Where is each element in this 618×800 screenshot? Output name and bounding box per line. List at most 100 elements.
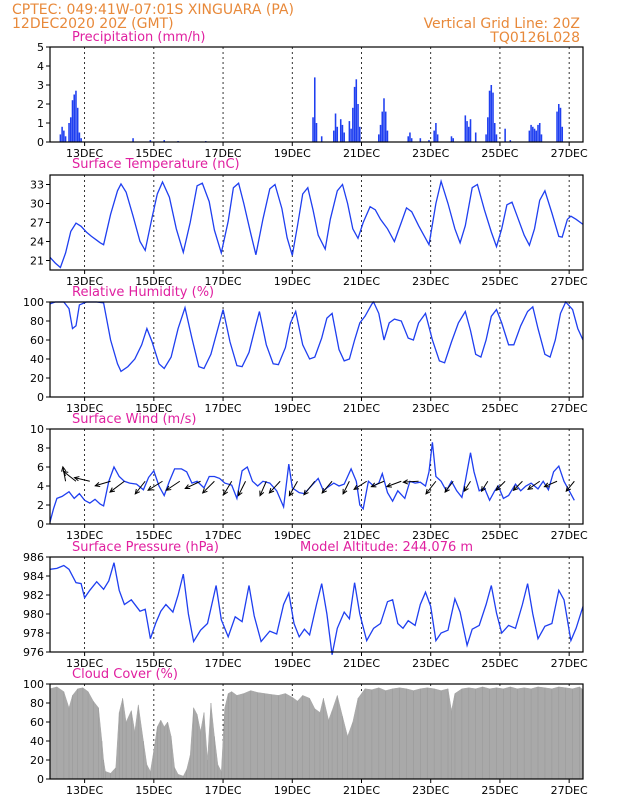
cloud-frame	[49, 683, 584, 780]
precip-bar	[68, 123, 70, 142]
wind-arrow	[109, 480, 125, 493]
precip-bar	[559, 107, 562, 142]
precip-bar	[436, 134, 439, 142]
precip-bar	[343, 132, 345, 142]
pres-ytick-label: 980	[23, 608, 44, 621]
precip-bar	[538, 123, 541, 142]
precip-xtick-label: 19DEC	[274, 147, 311, 160]
wind-arrow	[527, 480, 541, 491]
precip-bar	[78, 132, 81, 142]
cloud-ytick-label: 0	[37, 773, 44, 786]
pres-series-line	[49, 562, 584, 655]
precip-bar	[357, 104, 359, 142]
cloud-cover-area	[49, 686, 584, 780]
wind-arrow	[543, 480, 558, 488]
precip-bar	[468, 126, 470, 142]
pres-xtick-label: 27DEC	[551, 657, 588, 670]
rh-xtick-label: 23DEC	[412, 402, 449, 415]
precip-ytick-label: 5	[37, 41, 44, 54]
precip-bar	[163, 140, 165, 142]
temp-xtick-label: 25DEC	[481, 275, 518, 288]
precip-bar	[533, 128, 536, 142]
wind-arrow	[444, 480, 454, 493]
precip-bar	[80, 138, 82, 142]
temp-ytick-label: 24	[30, 236, 44, 249]
wind-ytick-label: 0	[37, 518, 44, 531]
precip-bar	[358, 126, 361, 142]
wind-series-line	[49, 442, 575, 523]
pres-xtick-label: 17DEC	[204, 657, 241, 670]
precip-bar	[464, 115, 467, 142]
precip-bar	[378, 134, 380, 142]
cloud-xtick-label: 23DEC	[412, 784, 449, 797]
precip-bar	[353, 86, 356, 142]
rh-xtick-label: 27DEC	[551, 402, 588, 415]
precip-bar	[428, 140, 430, 142]
precip-ytick-label: 3	[37, 79, 44, 92]
precip-bar	[386, 130, 389, 142]
wind-arrow	[288, 481, 298, 497]
precip-bar	[435, 123, 437, 142]
precip-bar	[383, 98, 385, 142]
precip-xtick-label: 27DEC	[551, 147, 588, 160]
wind-arrow	[321, 480, 333, 494]
temp-ytick-label: 27	[30, 217, 44, 230]
precip-bar	[313, 77, 316, 142]
pres-xtick-label: 13DEC	[66, 657, 103, 670]
cloud-xtick-label: 27DEC	[551, 784, 588, 797]
precip-bar	[485, 134, 487, 142]
header-datetime: 12DEC2020 20Z (GMT)	[12, 16, 174, 32]
cloud-ytick-label: 40	[30, 735, 44, 748]
temp-ytick-label: 30	[30, 198, 44, 211]
pres-title: Surface Pressure (hPa)	[72, 540, 219, 555]
wind-xtick-label: 21DEC	[343, 529, 380, 542]
cloud-ytick-label: 60	[30, 716, 44, 729]
precip-xtick-label: 13DEC	[66, 147, 103, 160]
pres-xtick-label: 21DEC	[343, 657, 380, 670]
rh-xtick-label: 25DEC	[481, 402, 518, 415]
precip-bar	[495, 134, 498, 142]
precip-bar	[315, 123, 318, 142]
header-grid-note: Vertical Grid Line: 20Z	[424, 16, 580, 32]
precip-bar	[75, 90, 77, 142]
precip-xtick-label: 17DEC	[204, 147, 241, 160]
cloud-xtick-label: 21DEC	[343, 784, 380, 797]
wind-arrow	[402, 479, 419, 485]
precip-bar	[407, 136, 409, 142]
wind-arrow	[201, 480, 215, 494]
rh-panel: Relative Humidity (%) 0 20 40 60 80 100 13DEC 15…	[23, 285, 588, 415]
precip-bar	[355, 79, 358, 142]
rh-title: Relative Humidity (%)	[72, 285, 214, 300]
temp-frame	[49, 174, 584, 271]
precip-bar	[379, 124, 382, 142]
wind-xtick-label: 17DEC	[204, 529, 241, 542]
pres-xtick-label: 15DEC	[135, 657, 172, 670]
precip-bar	[350, 128, 352, 142]
precip-bar	[312, 117, 314, 142]
rh-xtick-label: 15DEC	[135, 402, 172, 415]
cloud-xtick-label: 15DEC	[135, 784, 172, 797]
precip-bar	[561, 126, 564, 142]
precip-bar	[452, 138, 454, 142]
temp-ytick-label: 21	[30, 255, 44, 268]
pres-ytick-label: 976	[23, 646, 44, 659]
pres-ytick-label: 984	[23, 570, 44, 583]
precip-bar	[492, 92, 494, 142]
cloud-xtick-label: 25DEC	[481, 784, 518, 797]
precip-bar	[71, 100, 74, 142]
precip-bar	[537, 124, 539, 142]
pres-ytick-label: 986	[23, 551, 44, 564]
precip-bar	[320, 136, 323, 142]
rh-ytick-label: 80	[30, 315, 44, 328]
wind-arrow	[147, 480, 163, 491]
precip-bar	[488, 90, 491, 142]
wind-arrow	[73, 476, 90, 482]
precip-bar	[73, 94, 76, 142]
wind-arrow	[259, 481, 267, 497]
pres-ytick-label: 982	[23, 589, 44, 602]
wind-frame	[49, 428, 584, 525]
wind-panel: Surface Wind (m/s) 0 2 4 6 8 10 13DEC 15DEC 17DEC…	[30, 412, 588, 542]
precip-bar	[334, 113, 337, 142]
precip-bar	[132, 138, 134, 142]
